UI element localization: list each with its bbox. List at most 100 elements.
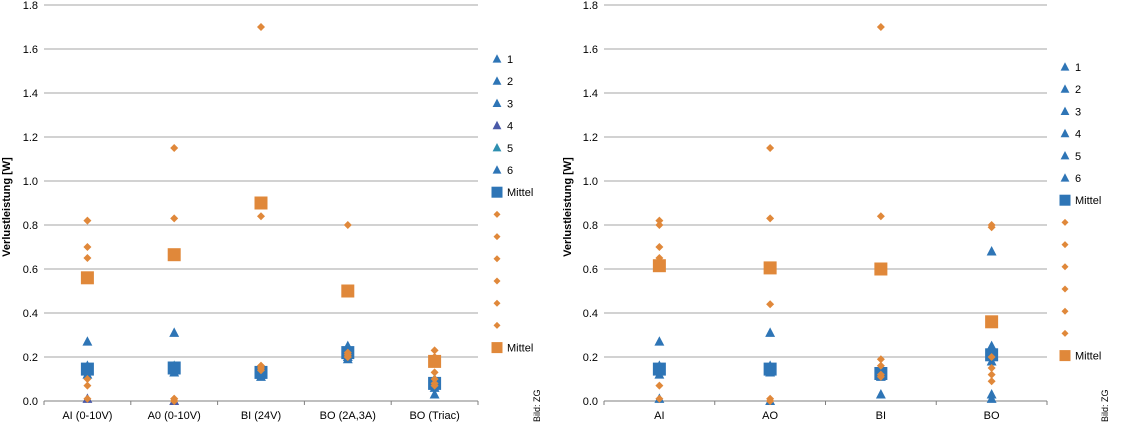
x-tick-label: AI (0-10V) — [62, 410, 112, 422]
legend-label: 3 — [507, 98, 513, 110]
y-tick-label: 0.0 — [583, 396, 598, 408]
data-point-diamond — [987, 364, 996, 372]
data-point-square — [254, 196, 268, 210]
y-tick-label: 1.2 — [23, 132, 38, 144]
data-point-diamond — [83, 243, 92, 251]
y-tick-label: 0.2 — [23, 352, 38, 364]
legend-marker — [1060, 84, 1070, 93]
y-tick-label: 1.0 — [583, 176, 598, 188]
data-point-diamond — [876, 212, 885, 221]
data-point-triangle — [986, 393, 997, 403]
data-point-diamond — [257, 23, 265, 31]
data-point-square — [80, 362, 94, 376]
data-point-diamond — [170, 144, 179, 152]
data-point-diamond — [430, 375, 439, 383]
y-tick-label: 0.6 — [23, 264, 38, 276]
y-tick-label: 0.8 — [23, 220, 38, 232]
image-credit: Bild: ZG — [532, 389, 542, 422]
series-11 — [655, 254, 996, 403]
legend-marker — [1061, 285, 1069, 293]
data-point-square — [652, 259, 666, 273]
data-point-diamond — [257, 361, 265, 370]
data-point-diamond — [766, 214, 775, 223]
data-point-triangle — [169, 327, 180, 337]
x-tick-label: BO (2A,3A) — [320, 410, 376, 422]
data-point-diamond — [83, 375, 92, 383]
x-tick-label: BI (24V) — [241, 410, 281, 422]
data-point-diamond — [83, 381, 92, 390]
x-tick-label: AI — [654, 410, 664, 422]
data-point-square — [763, 362, 777, 376]
series-12 — [655, 370, 996, 405]
data-point-diamond — [876, 372, 885, 381]
data-point-diamond — [83, 216, 92, 225]
data-point-diamond — [766, 144, 775, 152]
y-tick-label: 1.4 — [23, 88, 38, 100]
data-point-diamond — [987, 377, 996, 386]
data-point-diamond — [170, 397, 179, 405]
legend-marker — [1061, 263, 1069, 271]
legend-marker — [492, 165, 502, 174]
data-point-diamond — [655, 216, 664, 225]
legend-marker — [1060, 62, 1070, 71]
series-6 — [654, 362, 997, 403]
legend-label: 1 — [1075, 62, 1081, 74]
series-14 — [80, 196, 442, 368]
data-point-square — [763, 261, 777, 275]
series-1 — [654, 246, 997, 373]
series-14 — [652, 259, 999, 329]
series-9 — [83, 212, 439, 361]
legend-marker — [492, 143, 502, 152]
legend-label: 2 — [1075, 84, 1081, 96]
legend: 1 2 3 4 5 6 Mittel Mittel — [1059, 62, 1101, 363]
legend-label: 4 — [1075, 129, 1081, 141]
legend-marker — [491, 186, 503, 198]
legend-marker — [493, 321, 501, 329]
legend-label: 1 — [507, 54, 513, 66]
data-point-diamond — [655, 381, 664, 390]
y-tick-label: 1.2 — [583, 132, 598, 144]
legend-label: Mittel — [507, 187, 533, 199]
legend-label: 5 — [507, 143, 513, 155]
data-point-square — [874, 262, 888, 276]
data-point-diamond — [343, 221, 352, 229]
data-point-square — [652, 362, 666, 376]
data-point-triangle — [654, 336, 665, 346]
legend-marker — [1060, 106, 1070, 115]
data-point-diamond — [257, 366, 265, 375]
data-point-diamond — [987, 223, 996, 232]
series-9 — [655, 212, 996, 232]
legend-marker — [491, 342, 503, 354]
legend-marker — [493, 255, 501, 263]
legend-marker — [1059, 194, 1071, 206]
legend-label: 2 — [507, 76, 513, 88]
y-axis-label: Verlustleistung [W] — [1, 157, 13, 257]
data-point-diamond — [343, 350, 352, 359]
series-13 — [655, 372, 996, 405]
data-point-diamond — [987, 353, 996, 361]
data-point-diamond — [655, 243, 664, 251]
data-point-square — [428, 354, 442, 368]
data-point-diamond — [766, 397, 775, 405]
chart-1: 0.0 0.2 0.4 0.6 0.8 1.0 1.2 1.4 1.6 1.8 Verlustlei… — [1, 0, 542, 422]
legend-marker — [1059, 350, 1071, 362]
data-point-triangle — [82, 336, 93, 346]
y-tick-label: 1.8 — [583, 0, 598, 12]
chart-2: 0.0 0.2 0.4 0.6 0.8 1.0 1.2 1.4 1.6 1.8 Verlustlei… — [562, 0, 1110, 422]
data-point-diamond — [655, 394, 664, 403]
data-point-diamond — [876, 355, 885, 364]
data-point-triangle — [875, 389, 886, 399]
data-point-diamond — [876, 361, 885, 370]
data-point-diamond — [430, 381, 439, 390]
x-tick-label: BO — [984, 410, 1000, 422]
y-tick-label: 0.6 — [583, 264, 598, 276]
data-point-diamond — [876, 23, 885, 31]
legend-label: 5 — [1075, 151, 1081, 163]
legend-marker — [1060, 151, 1070, 160]
y-tick-label: 1.0 — [23, 176, 38, 188]
y-tick-label: 1.6 — [583, 44, 598, 56]
y-tick-label: 0.8 — [583, 220, 598, 232]
x-tick-label: BO (Triac) — [409, 410, 459, 422]
legend-label: 6 — [507, 165, 513, 177]
